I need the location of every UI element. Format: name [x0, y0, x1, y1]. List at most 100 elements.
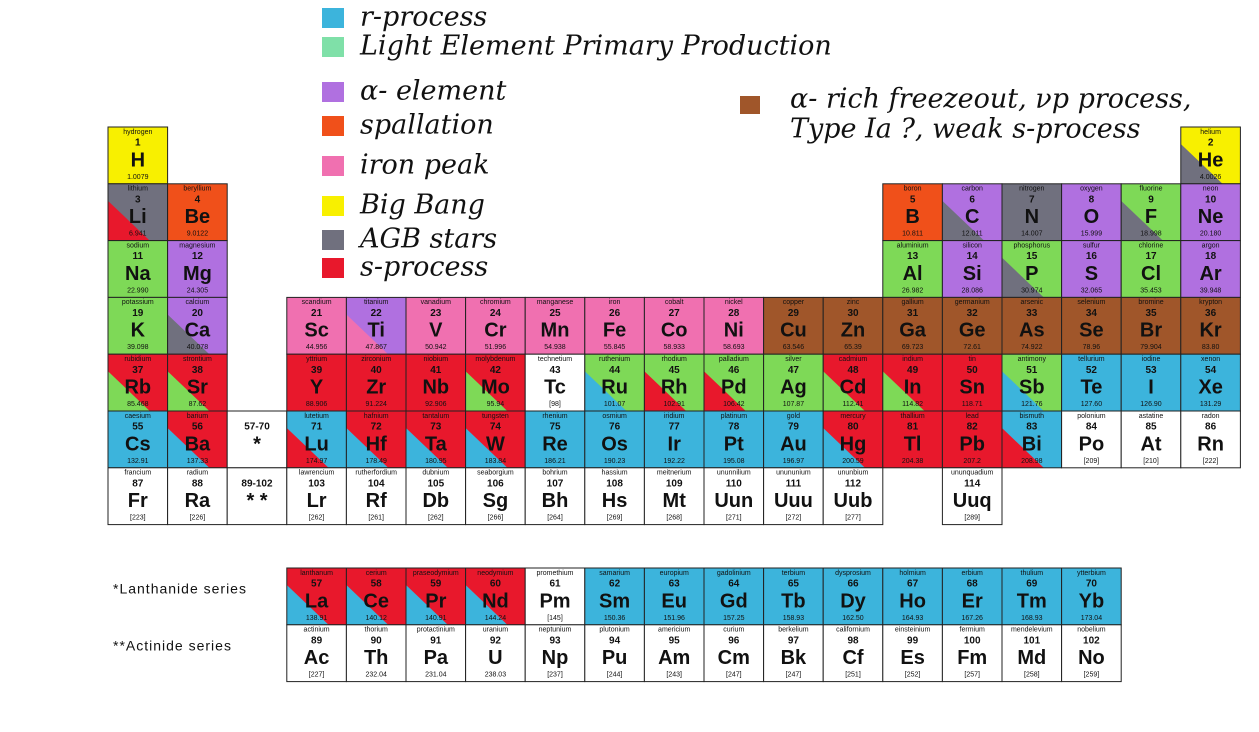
element-name: francium — [124, 470, 151, 477]
element-name: unununium — [776, 470, 811, 477]
element-number: 69 — [1026, 579, 1038, 590]
cell-bg — [704, 467, 764, 525]
element-number: 70 — [1086, 579, 1098, 590]
cell-bg — [465, 624, 526, 682]
element-mass: 121.76 — [1021, 401, 1043, 408]
element-number: 9 — [1148, 194, 1154, 205]
element-number: 27 — [669, 308, 681, 319]
element-symbol: Ho — [899, 590, 926, 612]
element-number: 50 — [967, 365, 979, 376]
element-name: europium — [660, 570, 689, 577]
element-number: 16 — [1086, 251, 1098, 262]
cell-fill-split — [1002, 257, 1044, 298]
element-number: 114 — [964, 478, 981, 489]
element-name: lawrencium — [299, 470, 335, 477]
element-name: berkelium — [778, 627, 809, 634]
element-symbol: Y — [310, 376, 324, 398]
element-symbol: Bi — [1022, 433, 1042, 455]
element-number: 99 — [907, 635, 919, 646]
element-symbol: Cf — [842, 647, 863, 669]
element-mass: 168.93 — [1021, 615, 1043, 622]
element-mass: [222] — [1203, 458, 1219, 465]
element-name: ununbium — [838, 470, 869, 477]
element-symbol: Ru — [601, 376, 628, 398]
element-mass: 101.07 — [604, 401, 626, 408]
element-symbol: Re — [542, 433, 568, 455]
element-mass: 74.922 — [1021, 344, 1043, 351]
legend-label: Light Element Primary Production — [359, 31, 832, 62]
element-name: bismuth — [1020, 413, 1045, 420]
element-number: 44 — [609, 365, 621, 376]
cell-bg — [584, 411, 645, 468]
element-number: 81 — [907, 422, 919, 433]
element-name: tantalum — [422, 413, 449, 420]
element-number: 89 — [311, 635, 323, 646]
cell-bg — [763, 467, 824, 525]
element-mass: 102.91 — [663, 401, 685, 408]
cell-bg — [108, 297, 168, 355]
element-name: ruthenium — [599, 356, 630, 363]
element-symbol: N — [1025, 206, 1039, 228]
element-mass: [98] — [549, 401, 561, 408]
cell-bg — [1121, 297, 1181, 355]
element-name: xenon — [1201, 356, 1220, 363]
element-number: 30 — [847, 308, 859, 319]
element-cell: tungsten 74W 183.84 — [465, 410, 526, 469]
element-name: aluminium — [897, 242, 929, 249]
element-cell: vanadium 23V 50.942 — [405, 296, 467, 355]
element-mass: 164.93 — [902, 615, 924, 622]
element-name: radium — [187, 470, 209, 477]
element-symbol: Ni — [724, 320, 744, 342]
element-name: potassium — [122, 299, 154, 306]
element-mass: 4.0026 — [1200, 174, 1222, 181]
element-mass: 20.180 — [1200, 231, 1222, 238]
element-name: barium — [187, 413, 209, 420]
element-symbol: Ne — [1198, 206, 1224, 228]
element-name: nickel — [725, 299, 743, 306]
element-symbol: Sm — [599, 590, 630, 612]
element-symbol: Li — [129, 206, 147, 228]
element-name: ununquadium — [951, 470, 994, 477]
element-number: 42 — [490, 365, 502, 376]
element-name: arsenic — [1021, 299, 1044, 306]
element-symbol: B — [905, 206, 919, 228]
element-mass: [247] — [726, 672, 742, 679]
cell-bg — [1121, 411, 1181, 468]
element-name: chromium — [480, 299, 511, 306]
element-name: bromine — [1138, 299, 1163, 306]
element-cell: potassium 19K 39.098 — [107, 296, 169, 355]
element-number: 71 — [311, 422, 323, 433]
element-symbol: Ce — [363, 590, 389, 612]
element-number: 82 — [967, 422, 979, 433]
element-number: 79 — [788, 422, 800, 433]
element-mass: [271] — [726, 515, 742, 522]
element-name: magnesium — [179, 242, 215, 249]
element-symbol: In — [904, 376, 922, 398]
element-name: tin — [968, 356, 976, 363]
element-mass: 112.41 — [843, 401, 864, 408]
element-symbol: Au — [780, 433, 807, 455]
element-number: 103 — [308, 478, 325, 489]
element-number: 57 — [311, 579, 323, 590]
element-number: 51 — [1026, 365, 1038, 376]
element-name: tellurium — [1078, 356, 1105, 363]
element-name: thallium — [901, 413, 925, 420]
element-name: zirconium — [361, 356, 391, 363]
element-number: 85 — [1145, 422, 1157, 433]
element-number: 90 — [371, 635, 383, 646]
element-number: 106 — [487, 478, 504, 489]
element-mass: 18.998 — [1140, 231, 1162, 238]
element-name: praseodymium — [413, 570, 459, 577]
element-symbol: Sc — [304, 320, 328, 342]
cell-fill-split — [1002, 428, 1044, 468]
element-number: 108 — [606, 478, 623, 489]
